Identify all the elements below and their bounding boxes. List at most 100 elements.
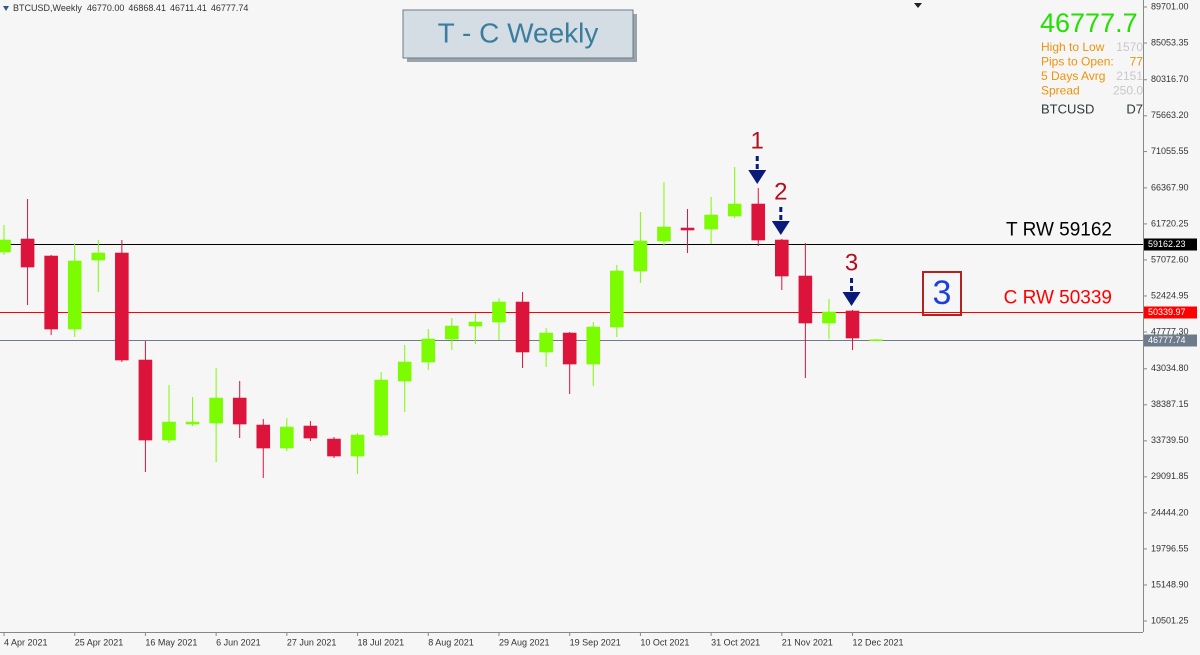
price-tag-label: 50339.97: [1148, 307, 1186, 317]
candle-body: [327, 438, 341, 457]
candle-body: [775, 239, 789, 277]
header-high: 46868.41: [128, 3, 166, 13]
x-tick-label: 31 Oct 2021: [711, 637, 760, 647]
x-tick-label: 25 Apr 2021: [75, 637, 124, 647]
header-low: 46711.41: [170, 3, 207, 13]
y-tick-label: 80316.70: [1151, 74, 1189, 84]
y-tick-label: 43034.80: [1151, 363, 1189, 373]
title-box: [402, 9, 634, 59]
x-tick-label: 16 May 2021: [145, 637, 197, 647]
header-open: 46770.00: [87, 3, 125, 13]
candle-body: [610, 270, 624, 328]
x-tick-label: 10 Oct 2021: [640, 637, 689, 647]
candle-body: [845, 310, 860, 339]
price-tag: [1144, 306, 1197, 319]
panel-row-value: 250.0: [1113, 84, 1143, 98]
candle-body: [280, 426, 294, 449]
x-tick-label: 4 Apr 2021: [4, 637, 48, 647]
shift-marker: [914, 3, 922, 8]
y-tick-label: 52424.95: [1151, 290, 1189, 300]
candle-body: [798, 275, 813, 324]
y-tick-label: 10501.25: [1151, 615, 1189, 625]
candle-body: [727, 203, 742, 217]
panel-row-value: 77: [1130, 55, 1144, 69]
candle-body: [20, 238, 35, 268]
level-label: T RW 59162: [1006, 220, 1112, 241]
y-tick-label: 15148.90: [1151, 579, 1189, 589]
panel-row-name: BTCUSD: [1041, 101, 1094, 116]
x-tick-label: 29 Aug 2021: [499, 637, 550, 647]
candle-body: [421, 338, 436, 363]
y-tick-label: 19796.55: [1151, 543, 1189, 553]
panel-row-value: 1570: [1116, 40, 1143, 54]
y-tick-label: 57072.60: [1151, 254, 1189, 264]
x-tick-label: 18 Jul 2021: [358, 637, 405, 647]
y-tick-label: 47777.30: [1151, 326, 1189, 336]
candle-body: [704, 214, 718, 230]
y-tick-label: 71055.55: [1151, 146, 1189, 156]
candle-body: [185, 421, 200, 425]
candle-body: [680, 227, 695, 231]
arrow-head: [842, 292, 861, 307]
candle-body: [562, 332, 577, 365]
candle-body: [138, 359, 153, 441]
candle-body: [515, 301, 530, 353]
candle-body: [67, 260, 82, 330]
price-tag-label: 59162.23: [1148, 239, 1186, 249]
x-tick-label: 19 Sep 2021: [570, 637, 621, 647]
level-label: C RW 50339: [1004, 288, 1112, 309]
panel-row-name: 5 Days Avrg: [1041, 69, 1105, 83]
candle-body: [303, 425, 318, 439]
arrow-head: [771, 221, 790, 236]
header-close: 46777.74: [211, 3, 249, 13]
candle-body: [539, 332, 553, 353]
arrow-label: 1: [751, 127, 764, 154]
candle-body: [657, 226, 671, 242]
candle-body: [445, 325, 459, 340]
candle-body: [586, 326, 601, 365]
y-tick-label: 61720.25: [1151, 218, 1189, 228]
candle-body: [256, 424, 271, 449]
candle-body: [162, 421, 176, 441]
panel-row-name: Spread: [1041, 84, 1080, 98]
chart-header: BTCUSD,Weekly 46770.00 46868.41 46711.41 467…: [13, 3, 248, 13]
y-tick-label: 66367.90: [1151, 182, 1189, 192]
panel-price: 46777.7: [1040, 8, 1138, 38]
candle-body: [350, 434, 365, 457]
x-tick-label: 12 Dec 2021: [853, 637, 904, 647]
arrow-head: [748, 170, 767, 185]
candle-body: [209, 397, 223, 424]
header-icon: [3, 6, 9, 11]
arrow-label: 3: [845, 249, 858, 276]
y-tick-label: 24444.20: [1151, 507, 1189, 517]
panel-row-name: High to Low: [1041, 40, 1105, 54]
price-tag: [1144, 238, 1197, 251]
candle-body: [492, 301, 506, 323]
y-tick-label: 38387.15: [1151, 399, 1189, 409]
candle-body: [822, 311, 836, 324]
x-tick-label: 27 Jun 2021: [287, 637, 337, 647]
candle-body: [0, 239, 11, 253]
price-tag-label: 46777.74: [1148, 335, 1186, 345]
candle-body: [115, 252, 129, 361]
y-tick-label: 29091.85: [1151, 471, 1189, 481]
panel-row-name: Pips to Open:: [1041, 55, 1114, 69]
candle-body: [633, 240, 648, 272]
candle-body: [751, 203, 766, 241]
candle-body: [869, 339, 883, 342]
annotation-box: [922, 271, 962, 316]
x-tick-label: 21 Nov 2021: [782, 637, 833, 647]
price-tag: [1144, 334, 1197, 347]
header-symbol: BTCUSD,Weekly: [13, 3, 82, 13]
y-tick-label: 85053.35: [1151, 37, 1189, 47]
arrow-label: 2: [774, 178, 787, 205]
y-tick-label: 33739.50: [1151, 435, 1189, 445]
candle-body: [232, 397, 247, 425]
candle-body: [397, 361, 412, 382]
candle-body: [468, 321, 483, 327]
annotation-box-label: 3: [933, 274, 952, 312]
candle-body: [91, 252, 106, 261]
candle-body: [44, 255, 58, 330]
y-tick-label: 89701.00: [1151, 1, 1189, 11]
